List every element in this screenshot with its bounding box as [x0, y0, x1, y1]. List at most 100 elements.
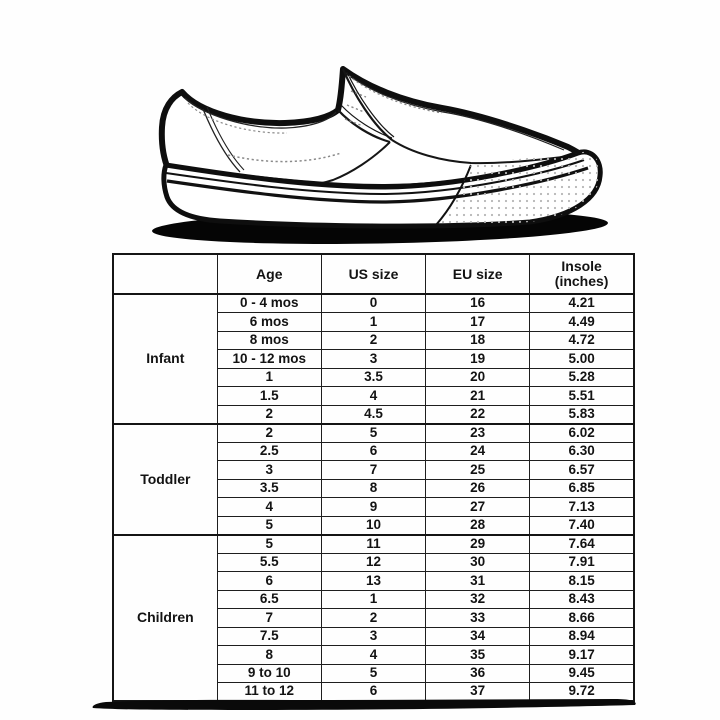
table-row: 3.5 8 26 6.85	[113, 478, 635, 498]
table-cell: 6.57	[529, 460, 635, 480]
group-label-infant: Infant	[112, 293, 218, 424]
table-cell: 5.28	[529, 367, 635, 387]
table-cell: 35	[425, 645, 531, 665]
table-cell: 1.5	[216, 386, 322, 406]
table-cell: 1	[216, 367, 322, 387]
table-cell: 3	[216, 460, 322, 480]
table-row: 7 2 33 8.66	[113, 608, 635, 628]
table-cell: 4.21	[529, 293, 635, 313]
table-cell: 36	[425, 663, 531, 683]
table-cell: 5.83	[529, 404, 635, 424]
table-cell: 5.5	[216, 552, 322, 572]
table-cell: 7	[320, 460, 427, 480]
table-cell: 19	[425, 349, 531, 369]
group-label-toddler: Toddler	[112, 422, 218, 535]
table-row: 2 4.5 22 5.83	[113, 404, 635, 424]
table-cell: 7.5	[216, 626, 322, 646]
table-row: 4 9 27 7.13	[113, 497, 635, 517]
table-cell: 12	[320, 552, 427, 572]
table-cell: 4	[320, 645, 427, 665]
table-row: 8 4 35 9.17	[113, 645, 635, 665]
table-cell: 8.15	[529, 571, 635, 591]
table-row: Infant 0 - 4 mos 0 16 4.21	[112, 293, 635, 424]
brush-stroke-shape	[92, 699, 636, 710]
table-cell: 30	[425, 552, 531, 572]
table-cell: 29	[425, 533, 531, 554]
table-cell: 5	[320, 663, 427, 683]
toe-cap-seam	[435, 164, 472, 226]
table-row: 10 - 12 mos 3 19 5.00	[113, 349, 635, 369]
insole-header-line2: (inches)	[554, 273, 609, 289]
table-cell: 7.13	[529, 497, 635, 517]
header-cell-age: Age	[216, 253, 322, 295]
table-cell: 5	[216, 533, 322, 554]
table-cell: 7.40	[529, 515, 635, 535]
table-cell: 8.94	[529, 626, 635, 646]
table-cell: 17	[425, 312, 531, 332]
table-cell: 6	[216, 571, 322, 591]
insole-header-line1: Insole	[561, 258, 602, 275]
table-cell: 6.85	[529, 478, 635, 498]
table-cell: 7	[216, 608, 322, 628]
table-cell: 5	[216, 515, 322, 535]
table-cell: 22	[425, 404, 531, 424]
table-cell: 8 mos	[216, 330, 322, 350]
size-table-body: Infant 0 - 4 mos 0 16 4.21 6 mos 1 17 4.49 8 mos 2…	[112, 293, 635, 702]
table-cell: 13	[320, 571, 427, 591]
table-cell: 6	[320, 441, 427, 461]
table-cell: 7.91	[529, 552, 635, 572]
table-cell: 1	[320, 589, 427, 609]
table-cell: 3	[320, 626, 427, 646]
table-row: 8 mos 2 18 4.72	[113, 330, 635, 350]
table-cell: 6 mos	[216, 312, 322, 332]
group-label-children: Children	[112, 533, 218, 702]
table-cell: 3	[320, 349, 427, 369]
table-cell: 23	[425, 422, 531, 443]
table-cell: 25	[425, 460, 531, 480]
stitch-lines	[187, 75, 443, 163]
table-cell: 5.00	[529, 349, 635, 369]
table-row: 1.5 4 21 5.51	[113, 386, 635, 406]
table-cell: 20	[425, 367, 531, 387]
header-cell-insole: Insole (inches)	[529, 253, 635, 295]
table-cell: 3.5	[320, 367, 427, 387]
size-chart-table: Age US size EU size Insole (inches) Infa…	[112, 253, 635, 702]
table-cell: 9.17	[529, 645, 635, 665]
table-row: 2.5 6 24 6.30	[113, 441, 635, 461]
table-cell: 32	[425, 589, 531, 609]
table-cell: 34	[425, 626, 531, 646]
table-cell: 4	[216, 497, 322, 517]
table-cell: 10	[320, 515, 427, 535]
table-cell: 6.02	[529, 422, 635, 443]
table-cell: 2.5	[216, 441, 322, 461]
table-cell: 0 - 4 mos	[216, 293, 322, 313]
table-header: Age US size EU size Insole (inches)	[112, 253, 635, 295]
table-cell: 9	[320, 497, 427, 517]
table-cell: 2	[320, 330, 427, 350]
table-cell: 9.45	[529, 663, 635, 683]
table-cell: 27	[425, 497, 531, 517]
slip-on-shoe-illustration	[152, 66, 608, 244]
table-cell: 2	[320, 608, 427, 628]
table-cell: 3.5	[216, 478, 322, 498]
table-cell: 5.51	[529, 386, 635, 406]
table-cell: 4.72	[529, 330, 635, 350]
table-cell: 28	[425, 515, 531, 535]
table-cell: 9 to 10	[216, 663, 322, 683]
table-cell: 1	[320, 312, 427, 332]
table-cell: 26	[425, 478, 531, 498]
table-cell: 4.49	[529, 312, 635, 332]
table-cell: 6.5	[216, 589, 322, 609]
heel-seam	[202, 106, 245, 173]
toe-cap-texture	[439, 151, 601, 226]
vamp-binding	[345, 72, 565, 151]
table-cell: 8	[216, 645, 322, 665]
table-cell: 33	[425, 608, 531, 628]
table-cell: 31	[425, 571, 531, 591]
header-cell-empty	[112, 253, 218, 295]
table-cell: 11	[320, 533, 427, 554]
table-cell: 6.30	[529, 441, 635, 461]
table-cell: 4	[320, 386, 427, 406]
table-cell: 21	[425, 386, 531, 406]
